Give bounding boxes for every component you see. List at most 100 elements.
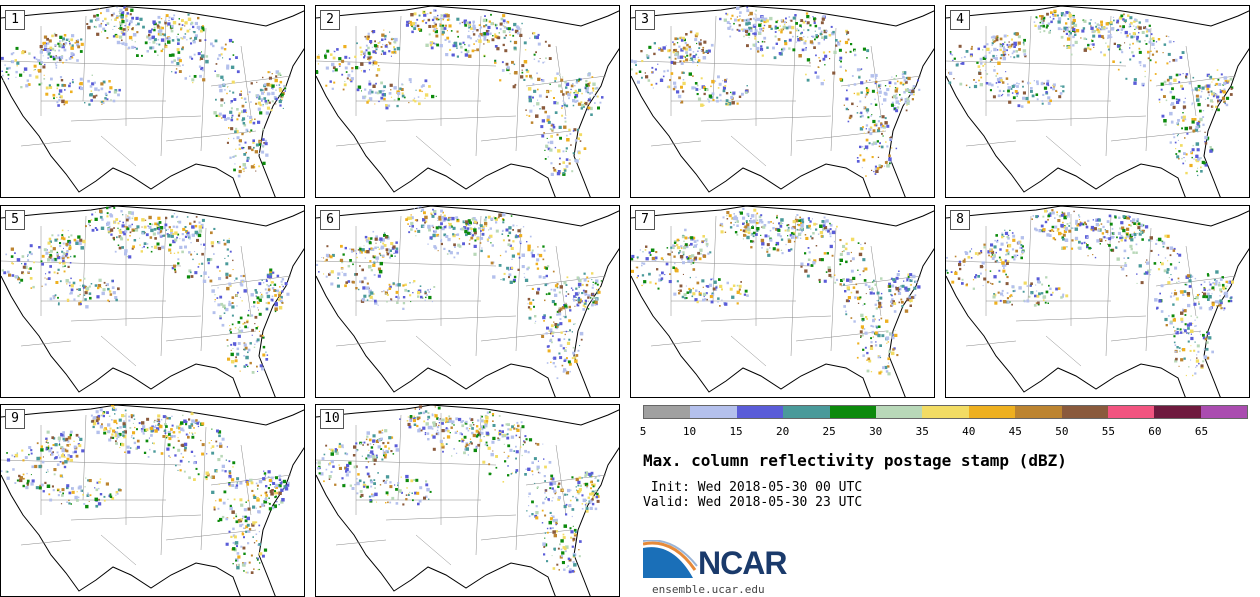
echo-pixel [1058, 95, 1062, 99]
echo-pixel [419, 285, 422, 287]
echo-pixel [793, 240, 796, 243]
echo-pixel [781, 252, 784, 255]
echo-pixel [170, 252, 172, 254]
echo-pixel [545, 57, 547, 60]
echo-pixel [358, 288, 360, 291]
echo-pixel [466, 49, 470, 53]
echo-pixel [231, 323, 234, 326]
echo-pixel [562, 172, 566, 176]
state-border [1185, 45, 1197, 117]
echo-pixel [877, 129, 881, 133]
echo-pixel [101, 100, 104, 103]
echo-pixel [259, 334, 263, 338]
echo-pixel [229, 329, 231, 332]
echo-pixel [570, 84, 574, 88]
echo-pixel [508, 276, 510, 279]
echo-pixel [600, 280, 603, 282]
echo-pixel [354, 250, 356, 252]
echo-pixel [648, 251, 651, 254]
echo-pixel [177, 51, 181, 54]
member-panel[interactable]: 6 [315, 205, 620, 398]
echo-pixel [865, 128, 867, 130]
echo-pixel [132, 33, 137, 37]
echo-pixel [173, 252, 176, 254]
echo-pixel [446, 30, 448, 32]
echo-pixel [421, 90, 423, 93]
echo-pixel [1125, 77, 1128, 80]
echo-pixel [682, 71, 685, 74]
echo-pixel [635, 64, 637, 66]
echo-pixel [59, 42, 62, 45]
echo-pixel [443, 27, 447, 30]
echo-pixel [593, 94, 596, 97]
state-border [700, 115, 832, 122]
echo-pixel [908, 89, 912, 92]
echo-pixel [874, 142, 878, 145]
echo-pixel [1062, 90, 1065, 93]
echo-pixel [553, 97, 555, 99]
echo-pixel [856, 157, 859, 159]
echo-pixel [167, 228, 169, 231]
echo-pixel [884, 365, 888, 370]
echo-pixel [281, 301, 284, 304]
echo-pixel [125, 226, 128, 229]
echo-pixel [443, 214, 446, 217]
echo-pixel [452, 226, 456, 230]
echo-pixel [93, 25, 96, 28]
echo-pixel [509, 244, 512, 247]
echo-pixel [404, 288, 408, 292]
echo-pixel [198, 225, 203, 229]
echo-pixel [247, 351, 249, 354]
echo-pixel [669, 79, 672, 81]
echo-pixel [1217, 108, 1220, 112]
echo-pixel [470, 232, 473, 235]
echo-pixel [222, 83, 225, 86]
echo-pixel [425, 43, 429, 47]
echo-pixel [805, 20, 807, 22]
echo-pixel [989, 60, 992, 63]
echo-pixel [72, 281, 76, 285]
echo-pixel [1013, 32, 1016, 35]
echo-pixel [857, 342, 860, 345]
echo-pixel [1197, 157, 1201, 161]
echo-pixel [579, 331, 584, 336]
echo-pixel [240, 275, 243, 278]
echo-pixel [231, 114, 234, 117]
echo-pixel [277, 297, 282, 302]
echo-pixel [564, 120, 567, 123]
member-panel[interactable]: 3 [630, 5, 935, 198]
echo-pixel [501, 61, 504, 64]
echo-pixel [1142, 84, 1144, 87]
echo-pixel [244, 141, 247, 144]
echo-pixel [549, 316, 552, 319]
echo-pixel [718, 278, 721, 281]
echo-pixel [658, 274, 661, 277]
echo-pixel [158, 43, 161, 46]
member-panel[interactable]: 7 [630, 205, 935, 398]
echo-pixel [14, 276, 16, 278]
echo-pixel [1223, 81, 1227, 86]
echo-pixel [47, 241, 51, 245]
member-panel[interactable]: 5 [0, 205, 305, 398]
echo-pixel [566, 370, 568, 372]
member-panel[interactable]: 1 [0, 5, 305, 198]
echo-pixel [1067, 18, 1070, 20]
echo-pixel [61, 44, 65, 49]
echo-pixel [93, 14, 96, 18]
echo-pixel [898, 102, 900, 105]
echo-pixel [899, 94, 901, 96]
echo-pixel [202, 279, 207, 283]
echo-pixel [157, 246, 162, 251]
echo-pixel [988, 82, 992, 86]
echo-pixel [1072, 18, 1076, 23]
echo-pixel [1011, 84, 1015, 88]
member-panel[interactable]: 4 [945, 5, 1250, 198]
coastline [316, 206, 619, 397]
echo-pixel [201, 28, 205, 32]
echo-pixel [1163, 80, 1167, 84]
echo-pixel [102, 80, 106, 84]
echo-pixel [859, 112, 861, 114]
member-panel[interactable]: 2 [315, 5, 620, 198]
echo-pixel [258, 282, 262, 286]
echo-pixel [474, 226, 476, 229]
